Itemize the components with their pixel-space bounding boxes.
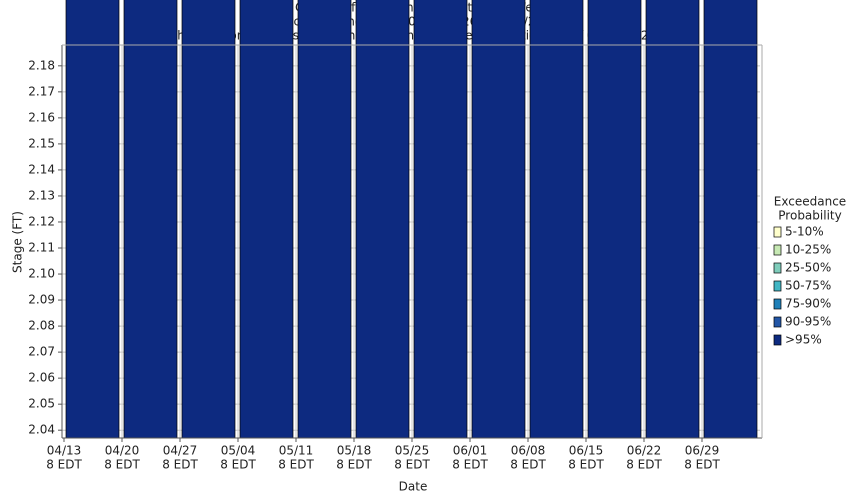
- y-tick-label: 2.10: [28, 267, 55, 281]
- y-tick-label: 2.15: [28, 136, 55, 150]
- legend-label: 25-50%: [785, 261, 831, 275]
- y-tick-label: 2.17: [28, 84, 55, 98]
- legend-label: 50-75%: [785, 279, 831, 293]
- x-tick-label: 05/11: [279, 444, 314, 458]
- legend-swatch: [773, 226, 782, 238]
- x-tick-sublabel: 8 EDT: [104, 458, 140, 472]
- x-tick-sublabel: 8 EDT: [162, 458, 198, 472]
- bar-segment: [297, 0, 352, 439]
- y-tick-label: 2.04: [28, 423, 55, 437]
- x-tick-label: 05/04: [221, 444, 256, 458]
- bar-segment: [471, 0, 526, 439]
- bar-segment: [65, 0, 120, 439]
- legend-label: 5-10%: [785, 225, 824, 239]
- y-tick-label: 2.14: [28, 162, 55, 176]
- y-tick-label: 2.06: [28, 371, 55, 385]
- bar-segment: [645, 0, 700, 439]
- legend-swatch: [773, 280, 782, 292]
- y-tick-label: 2.12: [28, 214, 55, 228]
- x-tick-sublabel: 8 EDT: [336, 458, 372, 472]
- x-tick-label: 06/22: [627, 444, 662, 458]
- bar-segment: [587, 0, 642, 439]
- bar-segment: [239, 0, 294, 439]
- bar-segment: [413, 0, 468, 439]
- x-tick-label: 04/13: [47, 444, 82, 458]
- x-tick-sublabel: 8 EDT: [46, 458, 82, 472]
- y-axis-label: Stage (FT): [11, 211, 25, 273]
- x-tick-sublabel: 8 EDT: [220, 458, 256, 472]
- y-tick-label: 2.11: [28, 241, 55, 255]
- x-tick-label: 04/27: [163, 444, 198, 458]
- legend-label: 10-25%: [785, 243, 831, 257]
- y-tick-label: 2.13: [28, 188, 55, 202]
- y-tick-label: 2.05: [28, 397, 55, 411]
- legend-label: >95%: [785, 333, 822, 347]
- x-axis-label: Date: [399, 480, 428, 494]
- y-tick-label: 2.07: [28, 345, 55, 359]
- x-tick-sublabel: 8 EDT: [394, 458, 430, 472]
- legend-label: 75-90%: [785, 297, 831, 311]
- y-tick-label: 2.08: [28, 319, 55, 333]
- legend-title: Exceedance: [774, 195, 846, 209]
- x-tick-sublabel: 8 EDT: [278, 458, 314, 472]
- x-tick-sublabel: 8 EDT: [626, 458, 662, 472]
- legend-label: 90-95%: [785, 315, 831, 329]
- x-tick-label: 06/08: [511, 444, 546, 458]
- y-tick-label: 2.09: [28, 293, 55, 307]
- legend-swatch: [773, 244, 782, 256]
- x-tick-label: 06/15: [569, 444, 604, 458]
- x-tick-sublabel: 8 EDT: [568, 458, 604, 472]
- chart-title: Weekly Chance of Exceeding River Stage a…: [248, 1, 578, 15]
- x-tick-label: 04/20: [105, 444, 140, 458]
- bar-segment: [123, 0, 178, 439]
- y-tick-label: 2.16: [28, 110, 55, 124]
- x-tick-sublabel: 8 EDT: [510, 458, 546, 472]
- legend-swatch: [773, 334, 782, 346]
- bar-segment: [703, 0, 758, 439]
- x-tick-label: 06/01: [453, 444, 488, 458]
- x-tick-label: 06/29: [685, 444, 720, 458]
- legend-swatch: [773, 298, 782, 310]
- bar-segment: [529, 0, 584, 439]
- y-tick-label: 2.18: [28, 58, 55, 72]
- legend-title: Probability: [778, 209, 841, 223]
- bar-segment: [355, 0, 410, 439]
- x-tick-sublabel: 8 EDT: [684, 458, 720, 472]
- legend-swatch: [773, 316, 782, 328]
- x-tick-label: 05/18: [337, 444, 372, 458]
- legend-swatch: [773, 262, 782, 274]
- x-tick-sublabel: 8 EDT: [452, 458, 488, 472]
- bar-segment: [181, 0, 236, 439]
- x-tick-label: 05/25: [395, 444, 430, 458]
